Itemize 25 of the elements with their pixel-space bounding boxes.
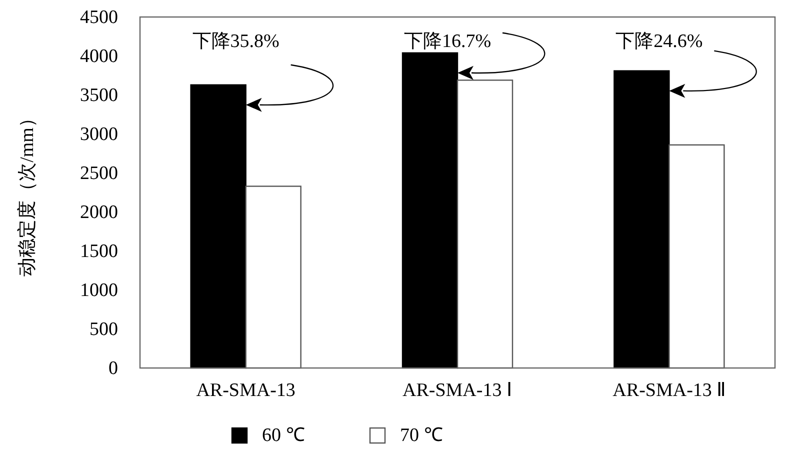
bar xyxy=(245,186,302,369)
bar xyxy=(402,52,458,369)
annotation: 下降35.8% xyxy=(192,31,280,52)
y-tick-label: 2000 xyxy=(80,202,118,223)
x-tick-label: AR-SMA-13 Ⅰ xyxy=(402,380,512,401)
bar xyxy=(614,70,670,369)
x-tick-label: AR-SMA-13 xyxy=(196,380,296,401)
bar xyxy=(668,144,725,369)
bar xyxy=(190,84,246,369)
annotation: 下降16.7% xyxy=(404,31,492,52)
y-tick-label: 4500 xyxy=(80,7,118,28)
y-tick-label: 500 xyxy=(90,319,118,340)
y-tick-label: 3000 xyxy=(80,124,118,145)
y-tick-label: 2500 xyxy=(80,163,118,184)
x-tick-label: AR-SMA-13 Ⅱ xyxy=(612,380,726,401)
y-axis-title: 动稳定度（次/mm） xyxy=(16,108,38,276)
annotation: 下降24.6% xyxy=(616,31,703,52)
legend-label: 70 ℃ xyxy=(400,425,443,446)
bar xyxy=(456,80,514,369)
y-tick-label: 3500 xyxy=(80,85,118,106)
y-tick-label: 1000 xyxy=(80,280,118,301)
legend-label: 60 ℃ xyxy=(262,425,305,446)
y-tick-label: 0 xyxy=(108,358,118,379)
y-tick-label: 1500 xyxy=(80,241,118,262)
y-tick-label: 4000 xyxy=(80,46,118,67)
